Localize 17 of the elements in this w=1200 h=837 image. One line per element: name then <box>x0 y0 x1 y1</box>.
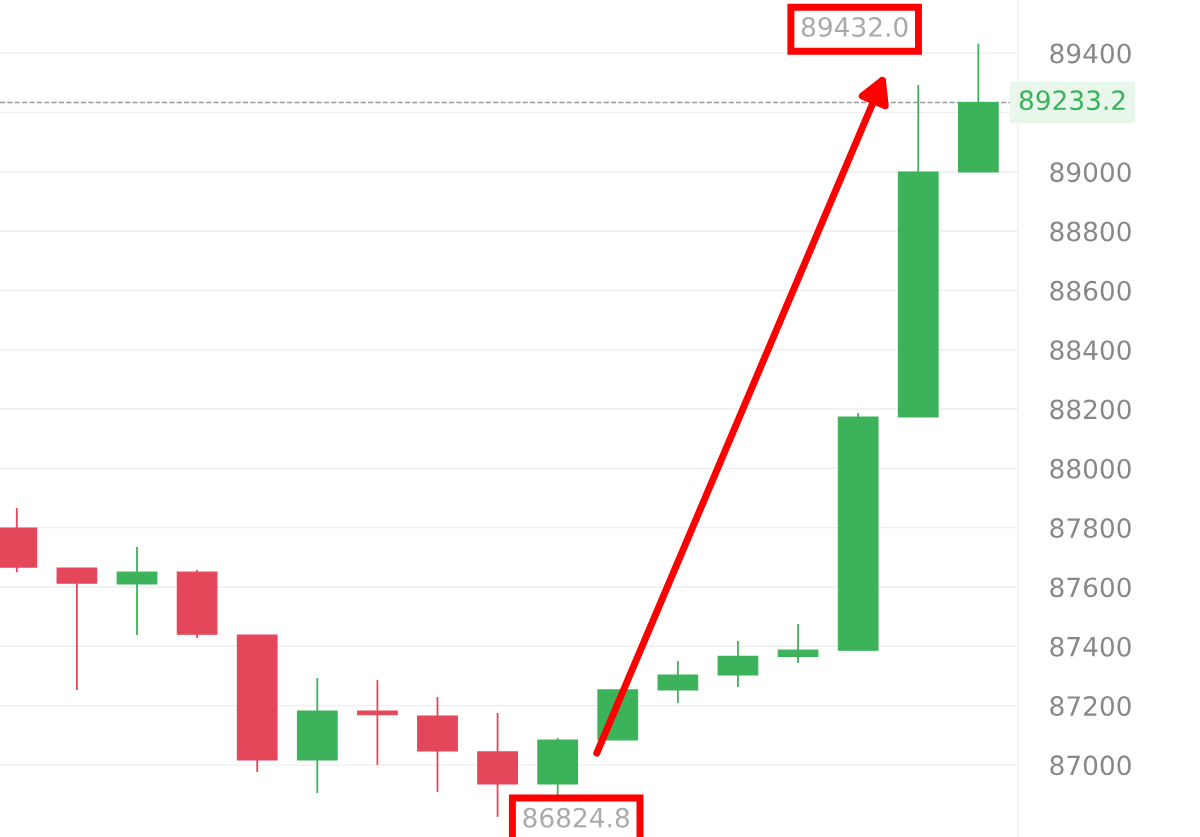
y-tick-label: 88600 <box>1050 280 1131 301</box>
y-tick-label: 88400 <box>1050 340 1131 361</box>
y-tick-label: 87000 <box>1050 755 1131 776</box>
annotation: 89432.0 <box>801 16 908 37</box>
y-tick-label: 87400 <box>1050 636 1131 657</box>
y-tick-label: 88800 <box>1050 221 1131 242</box>
y-tick-label: 88200 <box>1050 399 1131 420</box>
y-tick-label: 89000 <box>1050 162 1131 183</box>
y-tick-label: 88000 <box>1050 458 1131 479</box>
ref-line-label: 89233.2 <box>1019 90 1125 111</box>
y-tick-label: 87600 <box>1050 577 1131 598</box>
candlestick <box>777 623 819 664</box>
y-tick-label: 87800 <box>1050 518 1131 539</box>
y-tick-label: 89400 <box>1050 43 1131 64</box>
y-tick-label: 87200 <box>1050 696 1131 717</box>
candlestick <box>357 679 398 766</box>
annotation: 86824.8 <box>523 807 629 828</box>
